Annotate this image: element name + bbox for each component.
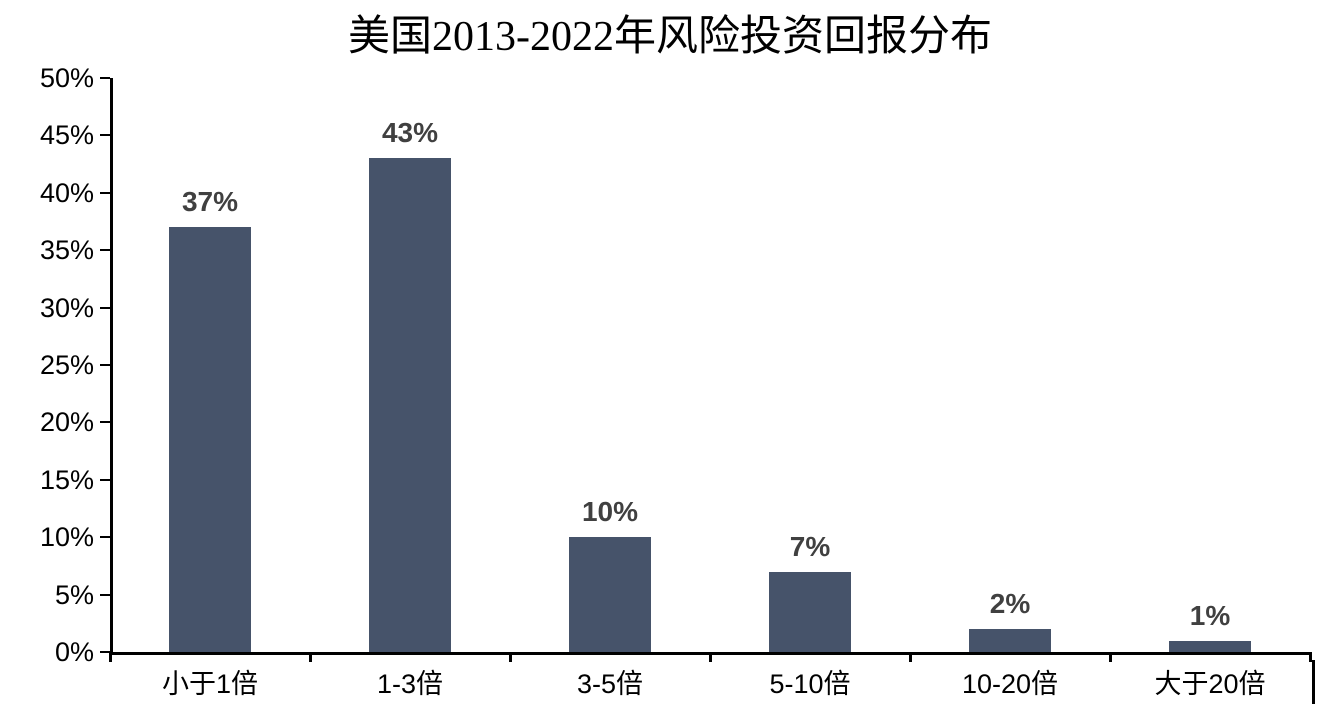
y-tick (100, 536, 110, 539)
y-tick (100, 134, 110, 137)
bar-value-label: 43% (381, 117, 439, 149)
y-tick-label: 50% (39, 63, 94, 93)
y-tick-label: 45% (39, 120, 94, 151)
x-category-label: 大于20倍 (1154, 669, 1266, 699)
axis-end-mark (1312, 660, 1315, 704)
x-category-label: 小于1倍 (161, 669, 259, 699)
bar-3-5倍 (569, 537, 651, 652)
y-tick-label: 15% (39, 464, 94, 495)
y-tick-label: 25% (39, 350, 94, 380)
x-category-label: 10-20倍 (961, 669, 1059, 699)
y-tick-label: 0% (54, 637, 94, 667)
x-category-label: 5-10倍 (769, 669, 851, 699)
bar-10-20倍 (969, 629, 1051, 652)
y-tick-label: 5% (54, 579, 94, 610)
y-tick (100, 593, 110, 596)
bar-value-label: 2% (989, 588, 1031, 620)
x-tick (109, 652, 112, 662)
y-tick-label: 20% (39, 407, 94, 438)
x-tick (909, 652, 912, 662)
bar-value-label: 7% (789, 530, 831, 562)
bar-value-label: 10% (581, 496, 639, 528)
x-tick (1309, 652, 1312, 662)
y-axis-line (110, 78, 113, 652)
bar-value-label: 1% (1189, 599, 1231, 631)
bar-大于20倍 (1169, 640, 1251, 652)
y-tick (100, 651, 110, 653)
y-tick (100, 421, 110, 424)
y-tick (100, 478, 110, 481)
bar-5-10倍 (769, 571, 851, 652)
x-category-label: 1-3倍 (376, 669, 444, 699)
x-tick (709, 652, 712, 662)
y-tick (100, 249, 110, 252)
bar-value-label: 37% (181, 186, 239, 218)
plot-area: 0% 5% 10% 15% 20% 25% 30% 35% 40% 45% 50% 37% 43% 10… (40, 63, 1315, 704)
x-tick (309, 652, 312, 662)
y-tick-label: 30% (39, 292, 94, 323)
y-tick-label: 40% (39, 177, 94, 208)
chart-title: 美国2013-2022年风险投资回报分布 (348, 14, 992, 60)
bar-1-3倍 (369, 158, 451, 652)
y-tick-label: 35% (39, 235, 94, 266)
y-tick-label: 10% (39, 522, 94, 553)
bar-小于1倍 (169, 227, 251, 652)
x-tick (509, 652, 512, 662)
y-tick (100, 191, 110, 194)
x-tick (1109, 652, 1112, 662)
x-category-label: 3-5倍 (576, 669, 644, 699)
y-tick (100, 364, 110, 366)
y-tick (100, 77, 110, 79)
y-tick (100, 306, 110, 309)
